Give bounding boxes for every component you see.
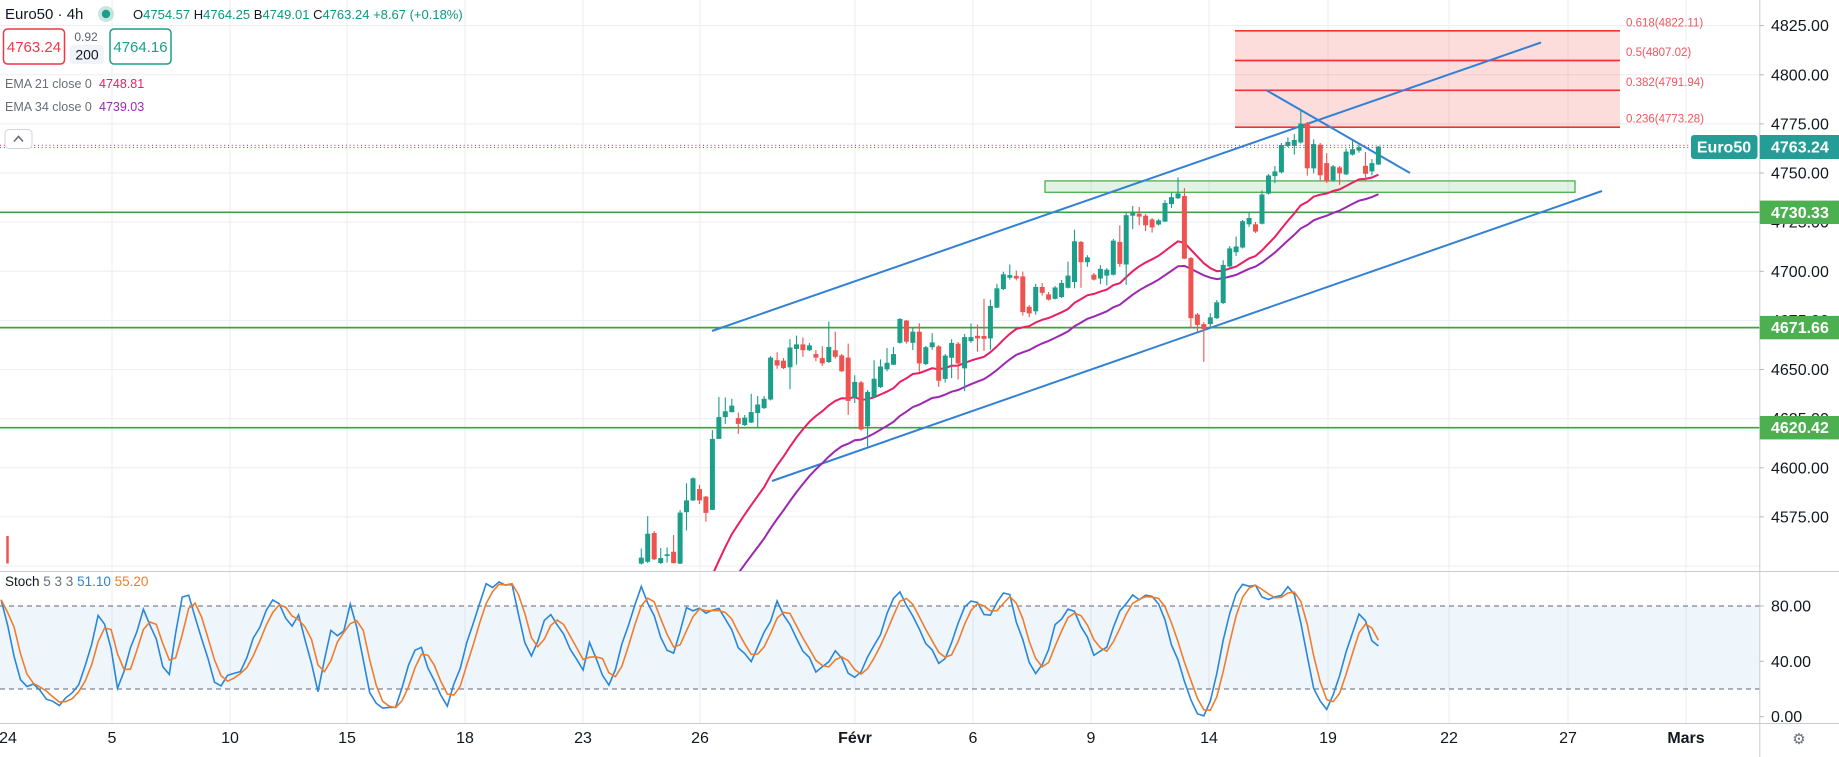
svg-text:4750.00: 4750.00 <box>1771 166 1829 183</box>
svg-text:4764.16: 4764.16 <box>113 39 167 56</box>
svg-text:4620.42: 4620.42 <box>1771 420 1829 437</box>
svg-text:Euro50: Euro50 <box>1697 140 1751 157</box>
svg-text:4763.24: 4763.24 <box>7 39 61 56</box>
svg-text:24: 24 <box>0 730 17 747</box>
svg-text:0.618(4822.11): 0.618(4822.11) <box>1626 17 1703 29</box>
svg-text:EMA 34 close 0: EMA 34 close 0 <box>5 100 92 114</box>
svg-text:EMA 21 close 0: EMA 21 close 0 <box>5 77 92 91</box>
svg-text:200: 200 <box>75 47 99 63</box>
svg-text:14: 14 <box>1200 730 1218 747</box>
svg-text:27: 27 <box>1559 730 1577 747</box>
svg-text:4763.24: 4763.24 <box>1771 140 1829 157</box>
svg-text:O4754.57 H4764.25 B4749.01 C47: O4754.57 H4764.25 B4749.01 C4763.24 +8.6… <box>133 7 463 22</box>
svg-text:4825.00: 4825.00 <box>1771 18 1829 35</box>
svg-text:26: 26 <box>691 730 709 747</box>
svg-text:4748.81: 4748.81 <box>99 77 144 91</box>
svg-text:18: 18 <box>456 730 474 747</box>
svg-text:80.00: 80.00 <box>1771 599 1811 616</box>
svg-text:5: 5 <box>108 730 117 747</box>
svg-text:4650.00: 4650.00 <box>1771 362 1829 379</box>
svg-text:Mars: Mars <box>1667 730 1704 747</box>
svg-text:0.382(4791.94): 0.382(4791.94) <box>1626 77 1704 89</box>
svg-text:4600.00: 4600.00 <box>1771 460 1829 477</box>
svg-text:4575.00: 4575.00 <box>1771 509 1829 526</box>
svg-text:Févr: Févr <box>838 730 872 747</box>
svg-text:15: 15 <box>338 730 356 747</box>
svg-text:0.00: 0.00 <box>1771 709 1802 726</box>
svg-text:4739.03: 4739.03 <box>99 100 144 114</box>
svg-text:23: 23 <box>574 730 592 747</box>
svg-text:10: 10 <box>221 730 239 747</box>
svg-text:40.00: 40.00 <box>1771 654 1811 671</box>
svg-text:9: 9 <box>1087 730 1096 747</box>
svg-text:4700.00: 4700.00 <box>1771 264 1829 281</box>
svg-text:⚙: ⚙ <box>1792 731 1805 748</box>
svg-text:19: 19 <box>1319 730 1337 747</box>
svg-text:Stoch 5 3 3 51.10 55.20: Stoch 5 3 3 51.10 55.20 <box>5 574 148 589</box>
svg-text:0.236(4773.28): 0.236(4773.28) <box>1626 114 1704 126</box>
svg-text:4800.00: 4800.00 <box>1771 67 1829 84</box>
svg-text:22: 22 <box>1440 730 1458 747</box>
svg-text:0.5(4807.02): 0.5(4807.02) <box>1626 47 1691 59</box>
svg-text:0.92: 0.92 <box>74 30 98 44</box>
svg-text:Euro50 · 4h: Euro50 · 4h <box>5 6 83 23</box>
svg-text:4775.00: 4775.00 <box>1771 116 1829 133</box>
svg-text:4730.33: 4730.33 <box>1771 205 1829 222</box>
svg-text:4671.66: 4671.66 <box>1771 320 1829 337</box>
svg-text:6: 6 <box>969 730 978 747</box>
